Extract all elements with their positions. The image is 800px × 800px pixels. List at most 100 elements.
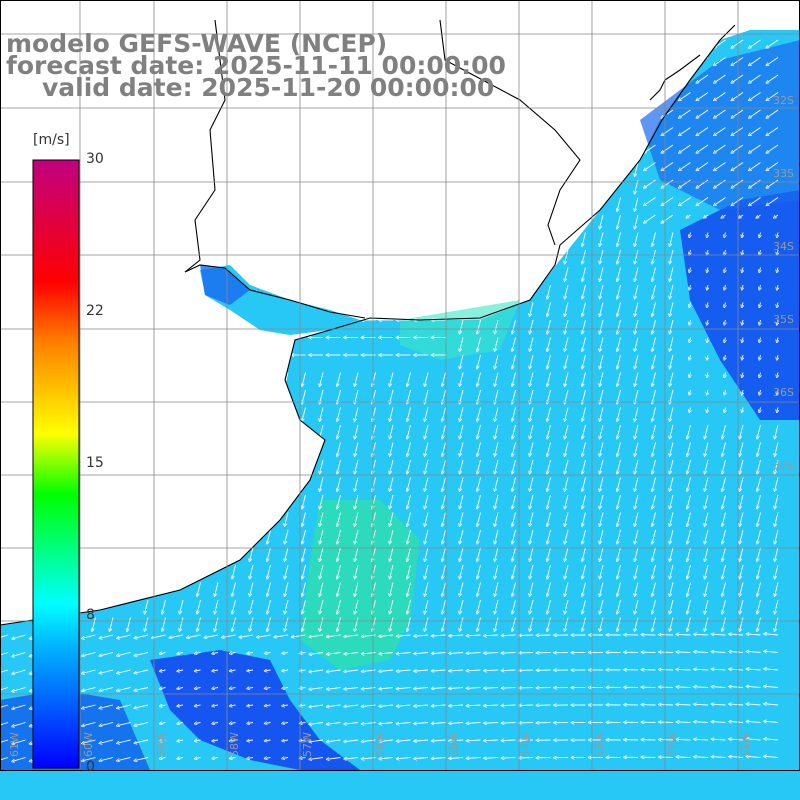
wind-arrow [725, 302, 726, 307]
wind-arrow [687, 564, 691, 578]
wind-arrow [248, 705, 254, 706]
wind-arrow [407, 477, 411, 491]
wind-arrow [266, 688, 271, 689]
wind-arrow [687, 442, 691, 456]
wind-arrow [530, 547, 534, 561]
wind-arrow [398, 758, 411, 759]
wind-arrow [231, 670, 236, 671]
wind-arrow [760, 372, 761, 377]
wind-arrow [13, 687, 26, 692]
wind-arrow [742, 389, 743, 394]
wind-arrow [722, 214, 726, 217]
wind-arrow [678, 687, 691, 688]
wind-arrow [495, 477, 499, 491]
wind-arrow [83, 634, 96, 638]
wind-arrow [266, 758, 271, 759]
wind-arrow [600, 302, 604, 316]
wind-arrow [722, 424, 726, 438]
wind-arrow [390, 547, 394, 561]
wind-arrow [503, 670, 516, 671]
wind-arrow [213, 705, 219, 706]
wind-arrow [442, 459, 446, 473]
wind-arrow [512, 547, 516, 561]
wind-arrow [748, 669, 761, 670]
wind-arrow [705, 494, 709, 508]
wind-arrow [283, 688, 289, 689]
wind-arrow [740, 442, 744, 456]
wind-arrow [757, 214, 761, 217]
wind-arrow [320, 564, 324, 578]
wind-arrow [135, 687, 149, 691]
wind-arrow [495, 564, 499, 578]
wind-arrow [118, 757, 131, 761]
wind-arrow [495, 512, 499, 526]
wind-arrow [695, 634, 709, 635]
wind-arrow [617, 459, 621, 473]
wind-arrow [715, 92, 726, 100]
wind-arrow [705, 459, 709, 473]
wind-arrow [600, 529, 604, 543]
wind-arrow [485, 705, 499, 706]
wind-arrow [83, 669, 96, 673]
wind-arrow [213, 688, 219, 689]
wind-arrow [715, 74, 726, 82]
wind-arrow [740, 477, 744, 491]
wind-arrow [460, 512, 464, 526]
wind-arrow [503, 688, 516, 689]
wind-arrow [645, 214, 656, 222]
wind-arrow [690, 337, 691, 342]
wind-arrow [707, 337, 708, 342]
wind-arrow [161, 723, 166, 724]
wind-arrow [777, 267, 778, 272]
wind-arrow [302, 372, 306, 386]
wind-arrow [742, 319, 743, 324]
wind-arrow [697, 197, 709, 205]
wind-arrow [722, 599, 726, 613]
wind-arrow [757, 494, 761, 508]
wind-arrow [600, 599, 604, 613]
wind-arrow [320, 477, 324, 491]
wind-arrow [231, 705, 236, 706]
wind-arrow [635, 529, 639, 543]
wind-arrow [512, 372, 516, 386]
wind-arrow [328, 669, 341, 672]
wind-arrow [582, 302, 586, 316]
wind-arrow [503, 705, 516, 706]
wind-arrow [722, 494, 726, 508]
title-valid-date: valid date: 2025-11-20 00:00:00 [42, 73, 495, 102]
wind-arrow [645, 144, 656, 152]
wind-arrow [530, 529, 534, 543]
wind-arrow [600, 442, 604, 456]
wind-arrow [100, 739, 114, 743]
wind-arrow [760, 267, 761, 272]
wind-arrow [161, 740, 166, 741]
wind-arrow [767, 127, 779, 135]
wind-arrow [565, 494, 569, 508]
wind-arrow [495, 617, 499, 631]
wind-arrow [320, 494, 324, 508]
wind-arrow [582, 249, 586, 263]
wind-arrow [110, 617, 114, 631]
wind-arrow [760, 284, 761, 289]
wind-arrow [757, 599, 761, 613]
wind-arrow [161, 653, 166, 654]
wind-arrow [690, 389, 691, 394]
wind-arrow [750, 39, 761, 47]
wind-arrow [180, 617, 184, 631]
wind-arrow [337, 459, 341, 473]
wind-arrow [582, 337, 586, 351]
wind-arrow [450, 740, 464, 741]
wind-arrow [662, 214, 674, 222]
wind-arrow [722, 564, 726, 578]
wind-arrow [652, 302, 656, 316]
wind-arrow [512, 442, 516, 456]
wind-arrow [530, 372, 534, 386]
wind-arrow [13, 669, 26, 674]
wind-arrow [337, 547, 341, 561]
wind-arrow [425, 372, 429, 386]
wind-arrow [652, 477, 656, 491]
wind-arrow [477, 617, 481, 631]
wind-arrow [680, 144, 691, 152]
wind-arrow [337, 529, 341, 543]
wind-arrow [320, 512, 324, 526]
